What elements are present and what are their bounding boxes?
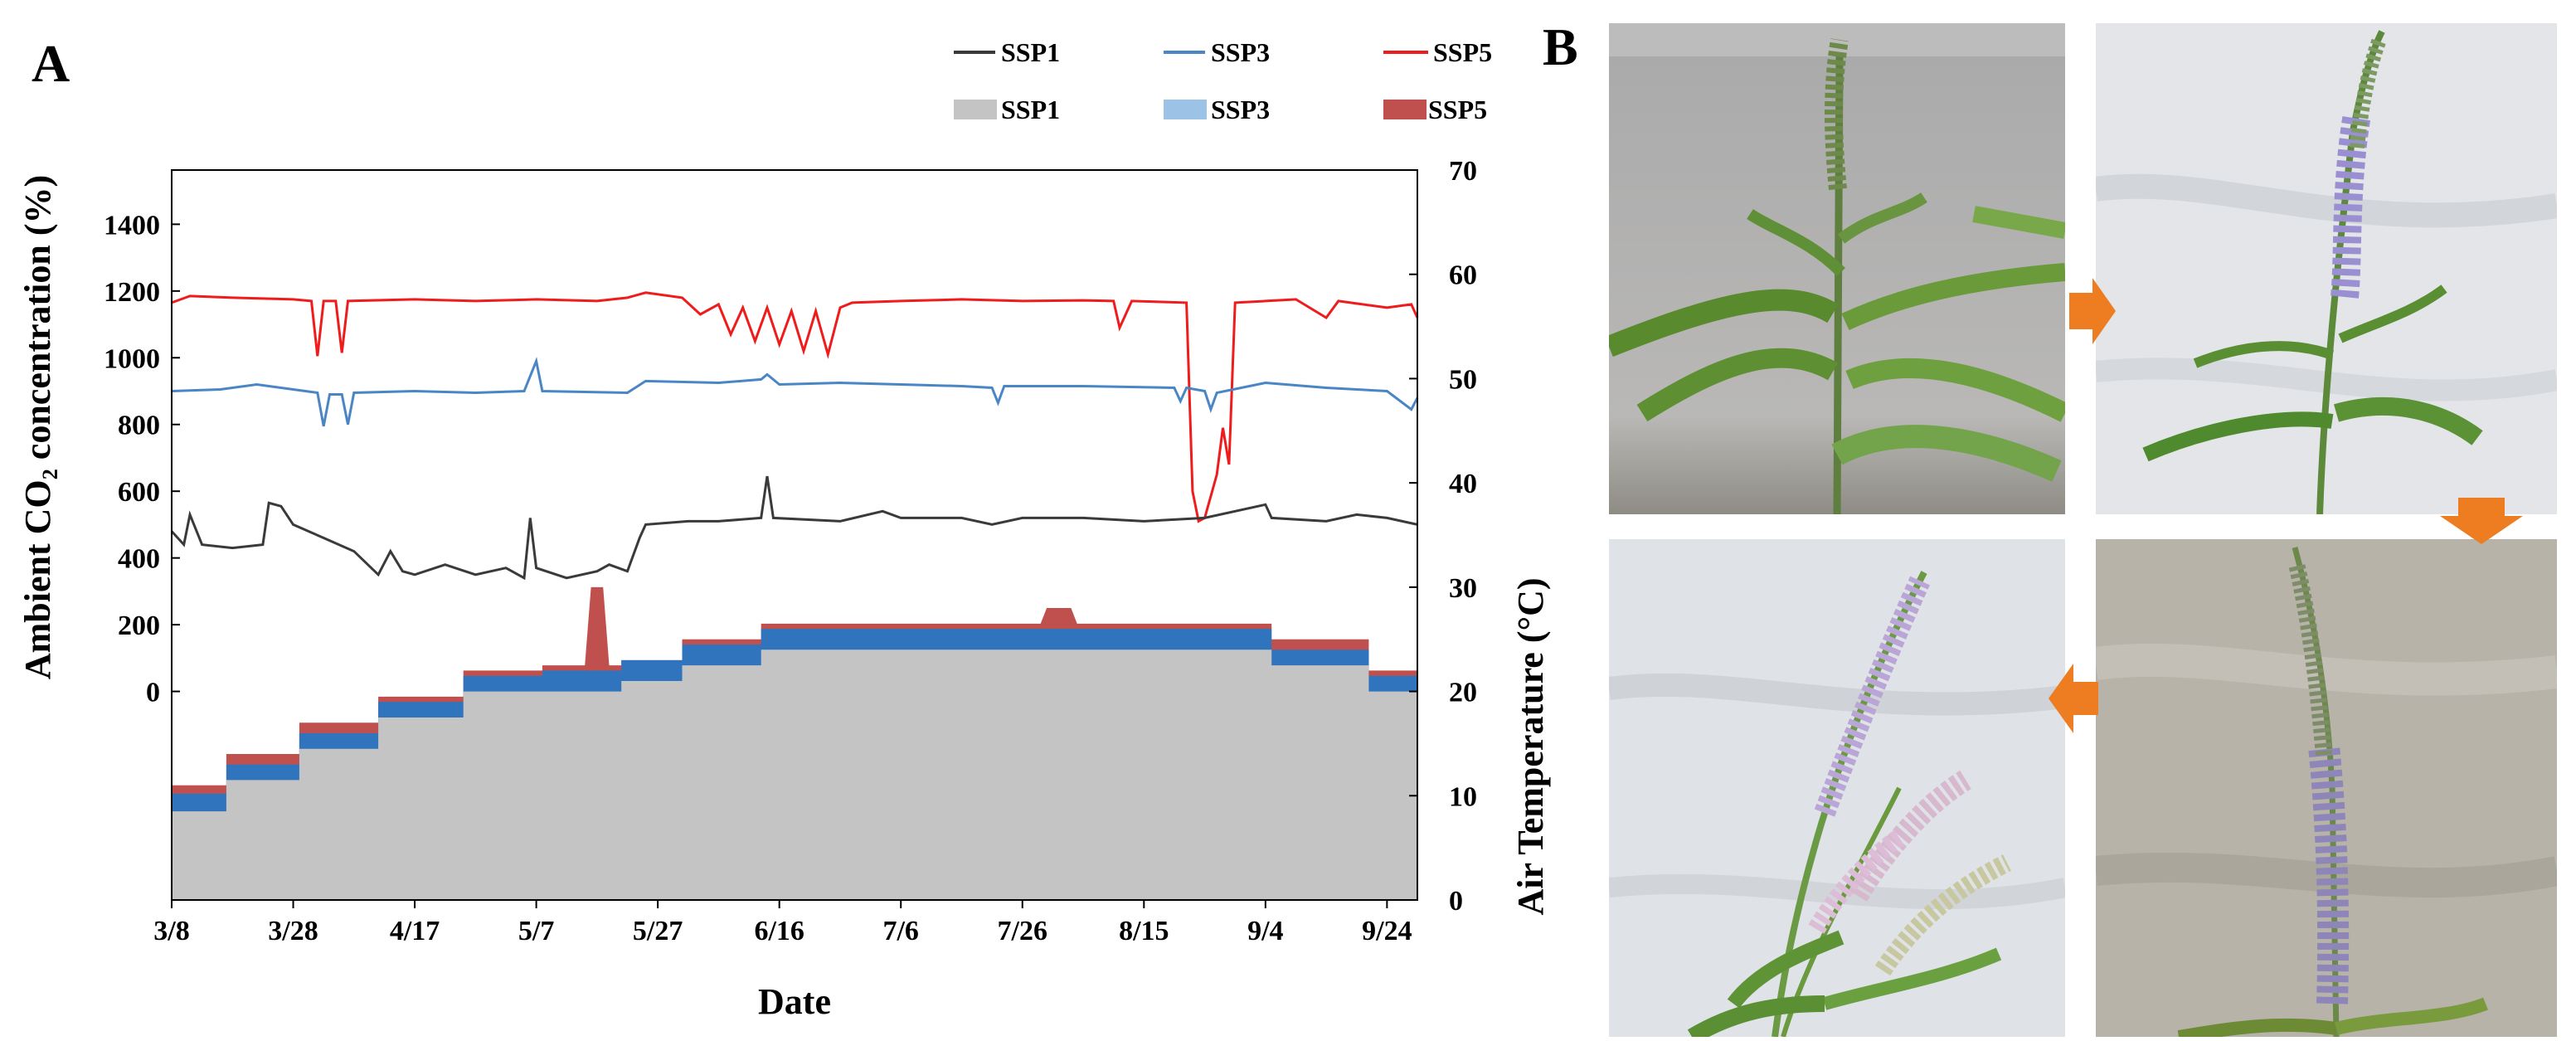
y-right-tick-label: 10 <box>1449 781 1477 812</box>
legend-swatch-ssp3 <box>1164 100 1207 119</box>
y-right-tick-label: 20 <box>1449 678 1477 708</box>
legend-swatch-ssp5 <box>1383 100 1427 119</box>
plant-photo-3 <box>1609 539 2065 1037</box>
x-tick-label: 4/17 <box>390 916 440 946</box>
arrow-down-icon <box>2440 498 2523 544</box>
arrow-right-icon <box>2069 278 2116 344</box>
co2-temperature-chart: 0 200 400 600 800 1000 1200 1400 0 10 20 30 40 50 60 70… <box>17 37 1551 1022</box>
y-left-tick-label: 200 <box>118 610 160 641</box>
temperature-area-ssp1 <box>172 649 1417 900</box>
x-tick-label: 3/8 <box>153 916 189 946</box>
y-left-tick-label: 800 <box>118 411 160 441</box>
y-right-tick-label: 70 <box>1449 156 1477 187</box>
x-axis-title: Date <box>758 981 831 1022</box>
x-tick-label: 6/16 <box>754 916 804 946</box>
y-right-tick-label: 40 <box>1449 469 1477 499</box>
arrow-left-icon <box>2049 664 2098 733</box>
x-tick-label: 9/24 <box>1362 916 1412 946</box>
y-left-tick-label: 400 <box>118 544 160 575</box>
plant-photo-4 <box>2096 539 2557 1037</box>
panel-b-label: B <box>1543 17 1578 76</box>
y-axis-right-title: Air Temperature (°C) <box>1510 577 1551 915</box>
co2-line-ssp3 <box>171 357 1419 427</box>
y-left-tick-label: 1200 <box>104 277 160 308</box>
y-left-tick-label: 1000 <box>104 343 160 374</box>
co2-line-ssp5 <box>171 291 1419 523</box>
plant-photo-1 <box>1609 23 2065 514</box>
y-right-tick-label: 60 <box>1449 260 1477 291</box>
x-tick-label: 5/27 <box>633 916 683 946</box>
legend-label: SSP5 <box>1428 95 1487 124</box>
legend-swatch-ssp1 <box>954 100 997 119</box>
legend: SSP1 SSP3 SSP5 SSP1 SSP3 SSP5 <box>954 37 1492 124</box>
y-axis-left-title: Ambient CO₂ concentration (%) <box>17 175 58 679</box>
plot-frame <box>171 169 1418 901</box>
y-right-tick-label: 30 <box>1449 573 1477 604</box>
legend-label: SSP3 <box>1211 95 1270 124</box>
axes <box>171 169 1418 901</box>
x-tick-label: 7/6 <box>882 916 918 946</box>
tick-labels: 0 200 400 600 800 1000 1200 1400 0 10 20 30 40 50 60 70… <box>104 156 1477 946</box>
x-tick-label: 7/26 <box>998 916 1047 946</box>
panel-a-label: A <box>32 34 70 93</box>
y-right-tick-label: 50 <box>1449 364 1477 395</box>
legend-label: SSP5 <box>1433 37 1492 67</box>
y-left-tick-label: 0 <box>146 678 160 708</box>
y-left-tick-label: 1400 <box>104 210 160 241</box>
co2-lines <box>170 291 1419 581</box>
x-tick-label: 3/28 <box>268 916 318 946</box>
x-tick-label: 8/15 <box>1119 916 1169 946</box>
y-right-tick-label: 0 <box>1449 886 1463 917</box>
y-left-tick-label: 600 <box>118 477 160 508</box>
legend-label: SSP3 <box>1211 37 1270 67</box>
legend-label: SSP1 <box>1001 95 1060 124</box>
x-tick-label: 9/4 <box>1247 916 1283 946</box>
plant-photo-2 <box>2096 23 2557 514</box>
temperature-areas <box>172 586 1417 900</box>
x-tick-label: 5/7 <box>518 916 554 946</box>
legend-label: SSP1 <box>1001 37 1060 67</box>
co2-line-ssp1 <box>170 475 1418 581</box>
